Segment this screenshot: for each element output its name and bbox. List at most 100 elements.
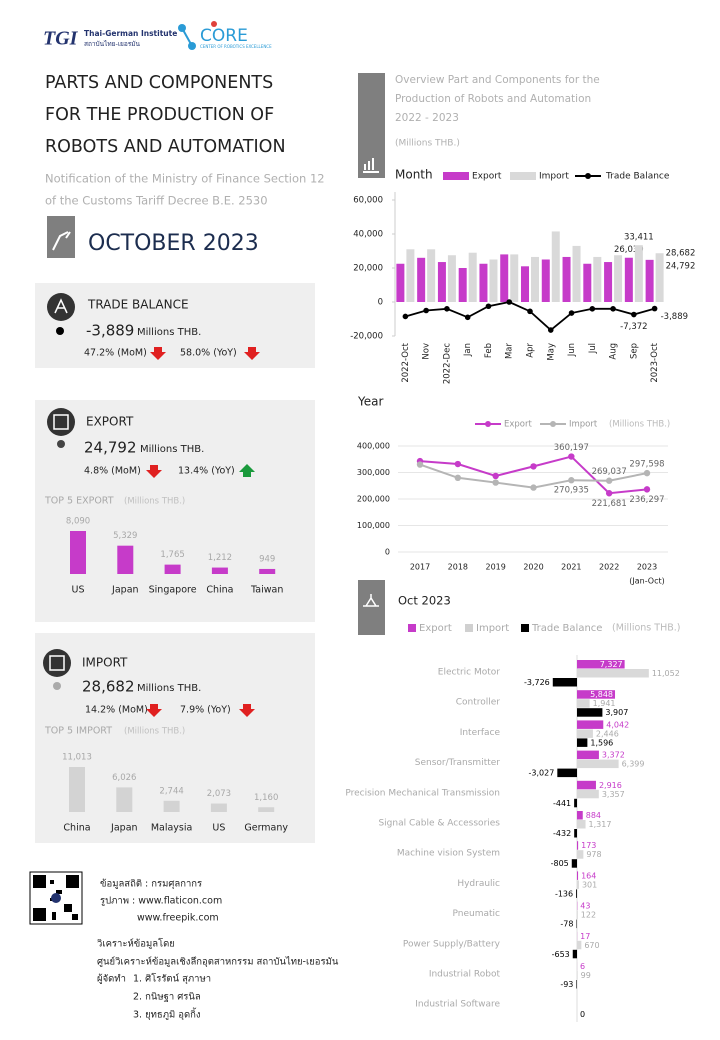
chart-unit: (Millions THB.) bbox=[612, 623, 680, 634]
value-label: 5,848 bbox=[590, 690, 613, 699]
bar bbox=[577, 669, 649, 678]
category-label: Singapore bbox=[149, 585, 197, 596]
import-icon bbox=[49, 655, 65, 671]
category-label: Hydraulic bbox=[457, 879, 500, 889]
x-tick-label: Mar bbox=[505, 343, 515, 360]
card-icon bbox=[43, 649, 71, 677]
x-tick-label: 2022-Dec bbox=[442, 343, 452, 384]
category-label: Malaysia bbox=[151, 823, 193, 834]
bar bbox=[577, 940, 582, 950]
value-label: 269,037 bbox=[592, 467, 627, 477]
bar bbox=[479, 263, 488, 302]
bar bbox=[437, 262, 446, 302]
value-label: 301 bbox=[582, 880, 597, 889]
bar bbox=[552, 678, 577, 687]
value-label: 6,026 bbox=[112, 773, 136, 783]
subtitle-line: of the Customs Tariff Decree B.E. 2530 bbox=[45, 194, 268, 208]
value-label: 1,212 bbox=[208, 553, 232, 563]
bar bbox=[577, 708, 603, 717]
value-label: 3,357 bbox=[602, 790, 625, 799]
y-tick-label: 0 bbox=[378, 298, 383, 308]
legend-label: Trade Balance bbox=[605, 172, 670, 182]
value-label: 7,327 bbox=[600, 660, 623, 669]
x-tick-label: Feb bbox=[484, 343, 494, 358]
overview-unit: (Millions THB.) bbox=[395, 139, 460, 149]
x-tick-label: 2017 bbox=[410, 563, 430, 572]
bar bbox=[577, 789, 599, 799]
line-marker bbox=[547, 327, 554, 333]
y-tick-label: -20,000 bbox=[350, 332, 383, 342]
bullet bbox=[57, 440, 65, 448]
bar bbox=[655, 253, 664, 302]
bar bbox=[396, 263, 405, 302]
value-label: 1,941 bbox=[593, 699, 616, 708]
bar bbox=[489, 259, 498, 302]
card-title: TRADE BALANCE bbox=[87, 298, 189, 312]
y-tick-label: 200,000 bbox=[357, 495, 390, 504]
line-marker bbox=[416, 461, 424, 468]
category-label: Japan bbox=[111, 585, 139, 596]
chart-title: Year bbox=[357, 395, 383, 409]
value-label: 99 bbox=[581, 971, 591, 980]
chart-title: TOP 5 IMPORT bbox=[44, 726, 112, 737]
bar bbox=[417, 257, 426, 302]
value-label: 670 bbox=[584, 941, 599, 950]
bullet bbox=[56, 327, 64, 335]
bar bbox=[577, 811, 583, 820]
value-label: 1,765 bbox=[160, 550, 184, 560]
line-marker bbox=[605, 477, 613, 484]
value-label: 33,411 bbox=[624, 233, 654, 243]
tgi-logo: TGI bbox=[43, 28, 79, 50]
value-label: 360,197 bbox=[554, 443, 589, 453]
legend-swatch bbox=[443, 172, 469, 180]
value-label: 6,399 bbox=[622, 760, 645, 769]
chart-title: Oct 2023 bbox=[398, 594, 451, 608]
line-marker bbox=[530, 484, 537, 491]
line-marker bbox=[610, 306, 616, 312]
legend-swatch bbox=[510, 172, 536, 180]
category-label: Japan bbox=[110, 823, 138, 834]
bar bbox=[531, 256, 539, 302]
y-tick-label: 20,000 bbox=[353, 264, 383, 274]
value-label: 2,916 bbox=[599, 781, 622, 790]
bar bbox=[577, 699, 590, 708]
value-label: -7,372 bbox=[620, 322, 647, 332]
value-label: 11,052 bbox=[652, 669, 680, 678]
value-label: -441 bbox=[553, 799, 571, 808]
bar bbox=[458, 268, 467, 302]
overview-line: 2022 - 2023 bbox=[395, 112, 459, 124]
legend-label: Trade Balance bbox=[531, 623, 602, 634]
value-label: 3,372 bbox=[602, 751, 625, 760]
value-label: 4,042 bbox=[606, 720, 629, 729]
footer-center: ศูนย์วิเคราะห์ข้อมูลเชิงลึกอุตสาหกรรม สถ… bbox=[97, 956, 339, 968]
x-tick-label: 2018 bbox=[448, 563, 468, 572]
bar bbox=[510, 254, 519, 302]
value-label: -3,889 bbox=[661, 312, 688, 322]
bar bbox=[551, 231, 560, 302]
qr-code bbox=[29, 871, 83, 925]
category-label: Controller bbox=[456, 698, 501, 708]
bar bbox=[541, 259, 550, 302]
footer-source: ข้อมูลสถิติ : กรมศุลกากร bbox=[100, 879, 202, 890]
bar bbox=[577, 971, 578, 980]
bar bbox=[577, 720, 604, 729]
bar bbox=[593, 256, 602, 302]
bar bbox=[468, 252, 477, 302]
line-marker bbox=[492, 472, 499, 480]
category-label: Germany bbox=[244, 823, 288, 834]
value-label: -3,027 bbox=[529, 769, 555, 778]
value-label: -432 bbox=[553, 829, 571, 838]
robot-arm-icon bbox=[52, 231, 71, 251]
y-tick-label: 40,000 bbox=[353, 230, 383, 240]
category-label: Signal Cable & Accessories bbox=[378, 819, 500, 829]
chart-title: Month bbox=[395, 168, 433, 182]
chart-unit: (Millions THB.) bbox=[124, 497, 185, 507]
bullet bbox=[53, 682, 61, 690]
footer-authors-label: ผู้จัดทำ bbox=[97, 974, 126, 985]
arrow-down bbox=[244, 347, 260, 360]
bar bbox=[574, 829, 577, 838]
value-label: 978 bbox=[586, 850, 601, 859]
card-icon bbox=[47, 293, 75, 321]
line-marker bbox=[423, 307, 429, 314]
legend-label: Import bbox=[569, 420, 598, 430]
